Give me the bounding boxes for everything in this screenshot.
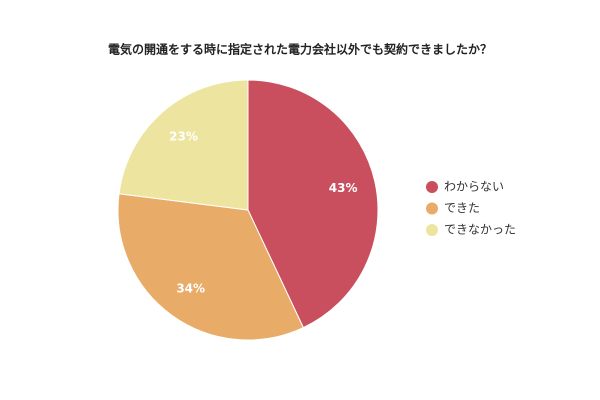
legend-swatch — [426, 181, 438, 193]
legend-swatch — [426, 224, 438, 236]
legend-swatch — [426, 202, 438, 215]
chart-title: 電気の開通をする時に指定された電力会社以外でも契約できましたか？ — [108, 42, 492, 57]
value-label: 23% — [169, 129, 198, 143]
value-label: 43% — [329, 181, 358, 195]
legend-label: わからない — [444, 180, 504, 194]
pie-slice — [117, 193, 305, 341]
pie-slice — [247, 79, 379, 329]
legend-label: できなかった — [444, 223, 516, 237]
pie-slice — [118, 79, 249, 211]
value-label: 34% — [176, 281, 205, 295]
legend-label: できた — [444, 201, 480, 215]
